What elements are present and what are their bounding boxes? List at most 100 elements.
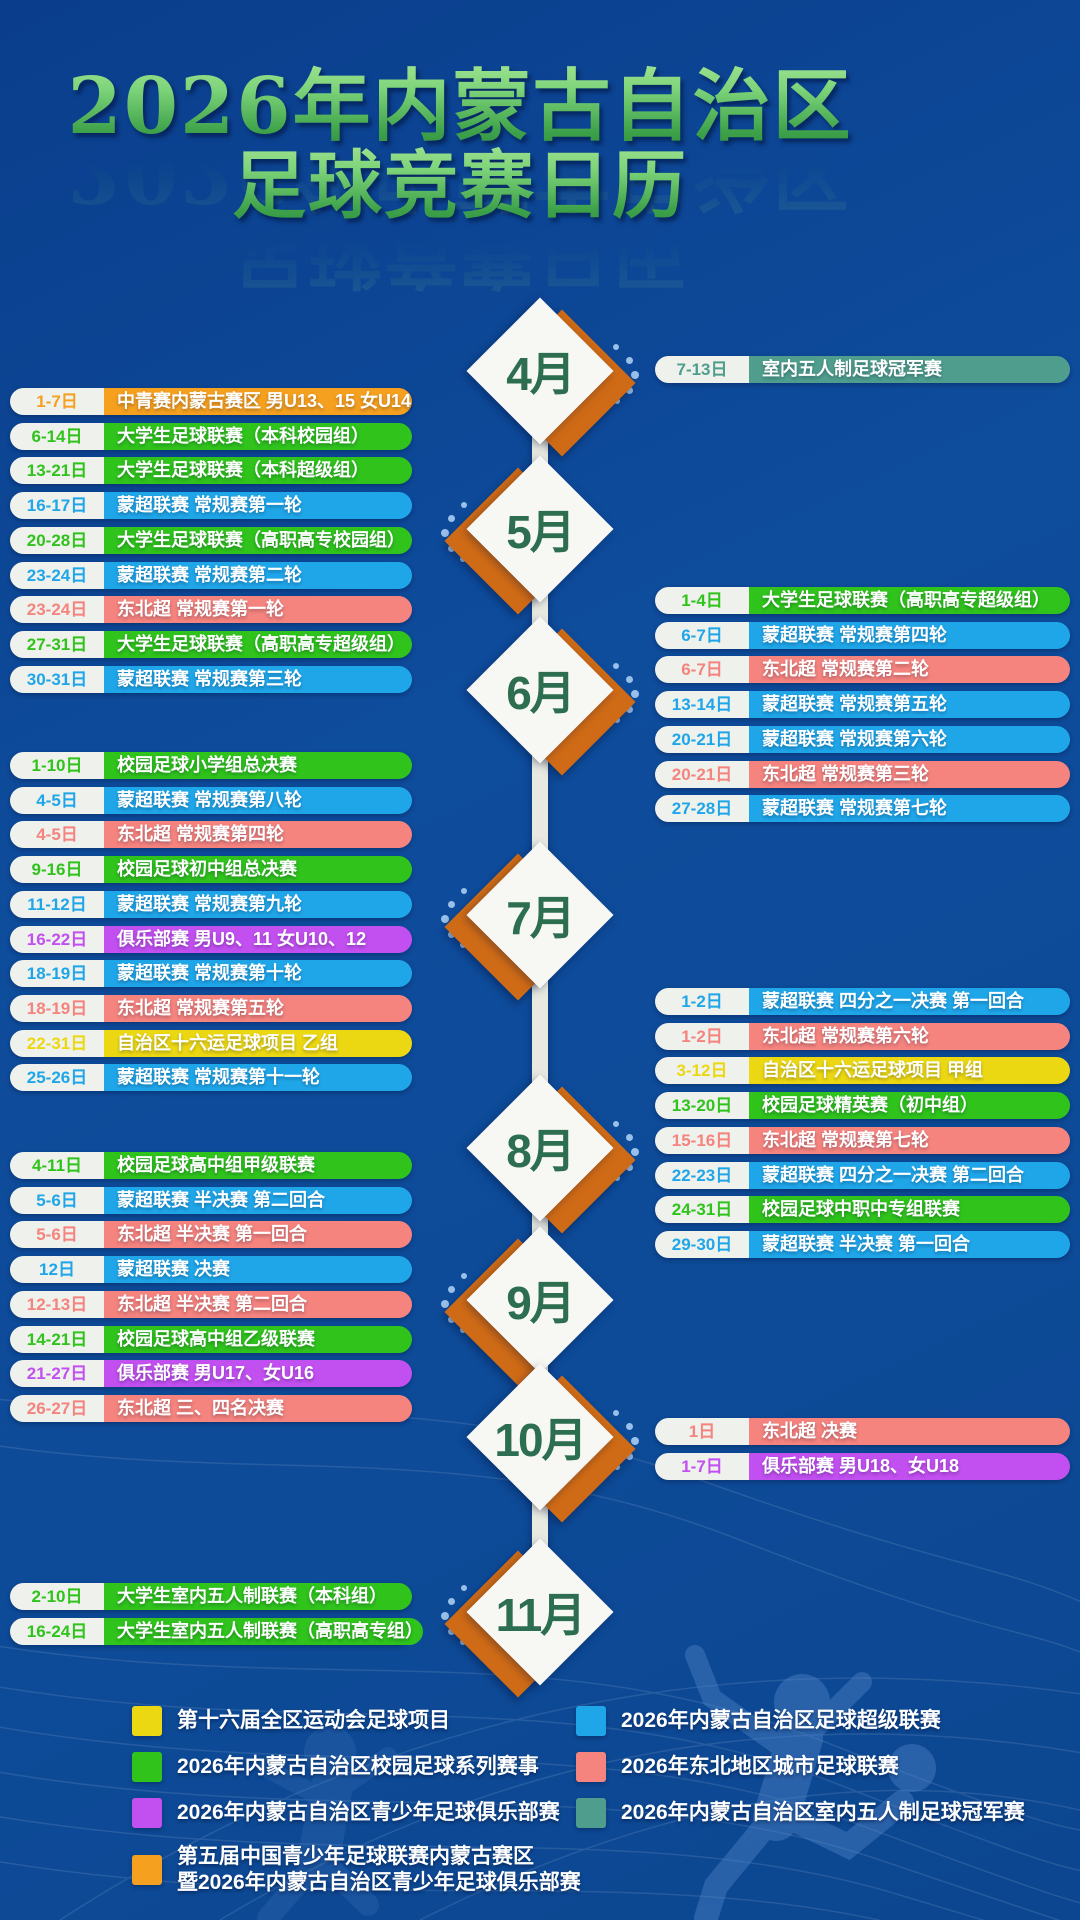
legend-label: 2026年东北地区城市足球联赛: [621, 1755, 899, 1778]
event-row: 6-7日 东北超 常规赛第二轮: [655, 656, 1070, 683]
event-date: 24-31日: [655, 1196, 749, 1223]
event-title: 蒙超联赛 决赛: [104, 1256, 412, 1283]
event-date: 3-12日: [655, 1057, 749, 1084]
event-date: 21-27日: [10, 1360, 104, 1387]
month-label: 6月: [506, 667, 576, 719]
legend-swatch: [132, 1855, 162, 1885]
event-row: 1-4日 大学生足球联赛（高职高专超级组）: [655, 587, 1070, 614]
event-title: 东北超 常规赛第七轮: [749, 1127, 1070, 1154]
soccer-player-icon: [685, 1645, 936, 1920]
legend-swatch: [576, 1798, 606, 1828]
event-title: 蒙超联赛 常规赛第一轮: [104, 492, 412, 519]
event-date: 1-2日: [655, 988, 749, 1015]
connector-dot: [447, 514, 455, 522]
event-date: 13-21日: [10, 457, 104, 484]
event-date: 20-21日: [655, 761, 749, 788]
connector-dot: [613, 663, 619, 669]
event-title: 蒙超联赛 四分之一决赛 第二回合: [749, 1162, 1070, 1189]
event-title: 校园足球精英赛（初中组）: [749, 1092, 1070, 1119]
event-title: 蒙超联赛 半决赛 第二回合: [104, 1187, 412, 1214]
connector-dot: [461, 502, 467, 508]
event-title: 蒙超联赛 四分之一决赛 第一回合: [749, 988, 1070, 1015]
event-row: 20-21日 东北超 常规赛第三轮: [655, 761, 1070, 788]
event-row: 27-31日 大学生足球联赛（高职高专超级组）: [10, 631, 412, 658]
event-title: 自治区十六运足球项目 甲组: [749, 1057, 1070, 1084]
event-row: 24-31日 校园足球中职中专组联赛: [655, 1196, 1070, 1223]
poster-title: 2026年内蒙古自治区 足球竞赛日历 2026年内蒙古自治区 足球竞赛日历: [0, 0, 920, 296]
month-marker: 4月: [465, 296, 636, 457]
event-date: 18-19日: [10, 995, 104, 1022]
event-title: 大学生足球联赛（本科校园组）: [104, 423, 412, 450]
event-date: 14-21日: [10, 1326, 104, 1353]
event-title: 室内五人制足球冠军赛: [749, 356, 1070, 383]
event-title: 俱乐部赛 男U9、11 女U10、12: [104, 926, 412, 953]
event-row: 22-23日 蒙超联赛 四分之一决赛 第二回合: [655, 1162, 1070, 1189]
month-label: 5月: [506, 506, 576, 558]
legend-item: 2026年内蒙古自治区校园足球系列赛事: [132, 1752, 581, 1782]
month-label: 9月: [506, 1277, 576, 1329]
wave-lines-icon: [0, 1398, 1080, 1920]
event-date: 16-22日: [10, 926, 104, 953]
legend-column-left: 第十六届全区运动会足球项目 2026年内蒙古自治区校园足球系列赛事 2026年内蒙古…: [132, 1706, 581, 1896]
event-date: 18-19日: [10, 960, 104, 987]
event-row: 23-24日 东北超 常规赛第一轮: [10, 596, 412, 623]
event-date: 26-27日: [10, 1395, 104, 1422]
event-date: 12日: [10, 1256, 104, 1283]
event-row: 13-20日 校园足球精英赛（初中组）: [655, 1092, 1070, 1119]
month-marker: 11月: [444, 1537, 615, 1698]
event-title: 大学生足球联赛（高职高专超级组）: [749, 587, 1070, 614]
event-title: 大学生室内五人制联赛（高职高专组）: [104, 1618, 423, 1645]
event-row: 20-21日 蒙超联赛 常规赛第六轮: [655, 726, 1070, 753]
event-title: 东北超 决赛: [749, 1418, 1070, 1445]
connector-dot: [447, 900, 455, 908]
connector-dot: [441, 915, 449, 923]
event-date: 7-13日: [655, 356, 749, 383]
legend-label: 2026年内蒙古自治区足球超级联赛: [621, 1709, 941, 1732]
event-row: 1-7日 俱乐部赛 男U18、女U18: [655, 1453, 1070, 1480]
legend-swatch: [132, 1752, 162, 1782]
event-date: 6-7日: [655, 656, 749, 683]
connector-dot: [447, 1597, 455, 1605]
event-date: 11-12日: [10, 891, 104, 918]
event-row: 12日 蒙超联赛 决赛: [10, 1256, 412, 1283]
event-title: 大学生足球联赛（高职高专校园组）: [104, 527, 412, 554]
event-title: 东北超 半决赛 第二回合: [104, 1291, 412, 1318]
connector-dot: [461, 888, 467, 894]
event-title: 校园足球高中组甲级联赛: [104, 1152, 412, 1179]
connector-dot: [441, 1612, 449, 1620]
connector-dot: [441, 1300, 449, 1308]
event-title: 自治区十六运足球项目 乙组: [104, 1030, 412, 1057]
event-title: 蒙超联赛 常规赛第二轮: [104, 562, 412, 589]
event-date: 23-24日: [10, 562, 104, 589]
event-row: 26-27日 东北超 三、四名决赛: [10, 1395, 412, 1422]
event-date: 16-24日: [10, 1618, 104, 1645]
event-title: 蒙超联赛 常规赛第四轮: [749, 622, 1070, 649]
legend-item: 第五届中国青少年足球联赛内蒙古赛区 暨2026年内蒙古自治区青少年足球俱乐部赛: [132, 1844, 581, 1896]
event-row: 23-24日 蒙超联赛 常规赛第二轮: [10, 562, 412, 589]
legend-column-right: 2026年内蒙古自治区足球超级联赛 2026年东北地区城市足球联赛 2026年内蒙古…: [576, 1706, 1025, 1828]
event-row: 18-19日 东北超 常规赛第五轮: [10, 995, 412, 1022]
event-date: 5-6日: [10, 1187, 104, 1214]
event-date: 6-14日: [10, 423, 104, 450]
event-title: 蒙超联赛 常规赛第九轮: [104, 891, 412, 918]
legend-swatch: [576, 1706, 606, 1736]
event-row: 2-10日 大学生室内五人制联赛（本科组）: [10, 1583, 412, 1610]
event-row: 25-26日 蒙超联赛 常规赛第十一轮: [10, 1064, 412, 1091]
event-title: 蒙超联赛 常规赛第六轮: [749, 726, 1070, 753]
event-title: 校园足球小学组总决赛: [104, 752, 412, 779]
event-row: 1-2日 蒙超联赛 四分之一决赛 第一回合: [655, 988, 1070, 1015]
legend-label: 第五届中国青少年足球联赛内蒙古赛区 暨2026年内蒙古自治区青少年足球俱乐部赛: [177, 1845, 581, 1894]
title-line1: 2026年内蒙古自治区: [0, 44, 920, 156]
event-date: 13-20日: [655, 1092, 749, 1119]
month-marker: 8月: [465, 1073, 636, 1234]
legend-swatch: [132, 1798, 162, 1828]
event-row: 15-16日 东北超 常规赛第七轮: [655, 1127, 1070, 1154]
connector-dot: [625, 1133, 633, 1141]
event-date: 20-21日: [655, 726, 749, 753]
event-row: 16-24日 大学生室内五人制联赛（高职高专组）: [10, 1618, 423, 1645]
event-date: 23-24日: [10, 596, 104, 623]
event-date: 27-28日: [655, 795, 749, 822]
event-row: 4-5日 蒙超联赛 常规赛第八轮: [10, 787, 412, 814]
legend-item: 2026年内蒙古自治区室内五人制足球冠军赛: [576, 1798, 1025, 1828]
connector-dot: [631, 371, 639, 379]
